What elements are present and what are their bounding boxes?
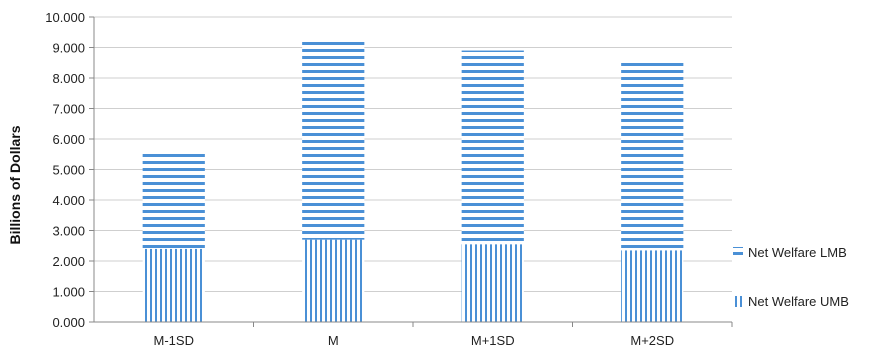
y-tick-label: 2.000	[52, 254, 85, 269]
x-tick-label: M-1SD	[154, 333, 194, 348]
x-tick-label: M+1SD	[471, 333, 515, 348]
bar-umb-2	[461, 244, 524, 322]
legend-label: Net Welfare UMB	[748, 294, 849, 309]
bar-lmb-3	[621, 61, 684, 251]
y-tick-label: 4.000	[52, 193, 85, 208]
y-tick-label: 0.000	[52, 315, 85, 330]
y-tick-label: 7.000	[52, 102, 85, 117]
y-tick-label: 8.000	[52, 71, 85, 86]
bar-lmb-1	[302, 38, 365, 240]
y-tick-label: 9.000	[52, 41, 85, 56]
y-tick-label: 10.000	[45, 10, 85, 25]
y-tick-label: 3.000	[52, 224, 85, 239]
x-tick-label: M	[328, 333, 339, 348]
legend-swatch	[733, 296, 743, 307]
bar-lmb-2	[461, 50, 524, 245]
legend: Net Welfare LMB Net Welfare UMB	[733, 245, 849, 309]
y-tick-label: 6.000	[52, 132, 85, 147]
bars	[142, 38, 684, 322]
bar-umb-0	[142, 248, 205, 322]
y-tick-label: 5.000	[52, 163, 85, 178]
bar-umb-3	[621, 250, 684, 322]
bar-lmb-0	[142, 152, 205, 249]
legend-swatch	[733, 247, 743, 258]
y-tick-label: 1.000	[52, 285, 85, 300]
tick-labels: 0.000 1.000 2.000 3.000 4.000 5.000 6.000 7.000…	[45, 10, 674, 348]
y-axis-title: Billions of Dollars	[7, 125, 23, 244]
axes	[89, 16, 733, 327]
legend-label: Net Welfare LMB	[748, 245, 847, 260]
bar-umb-1	[302, 239, 365, 322]
x-tick-label: M+2SD	[630, 333, 674, 348]
